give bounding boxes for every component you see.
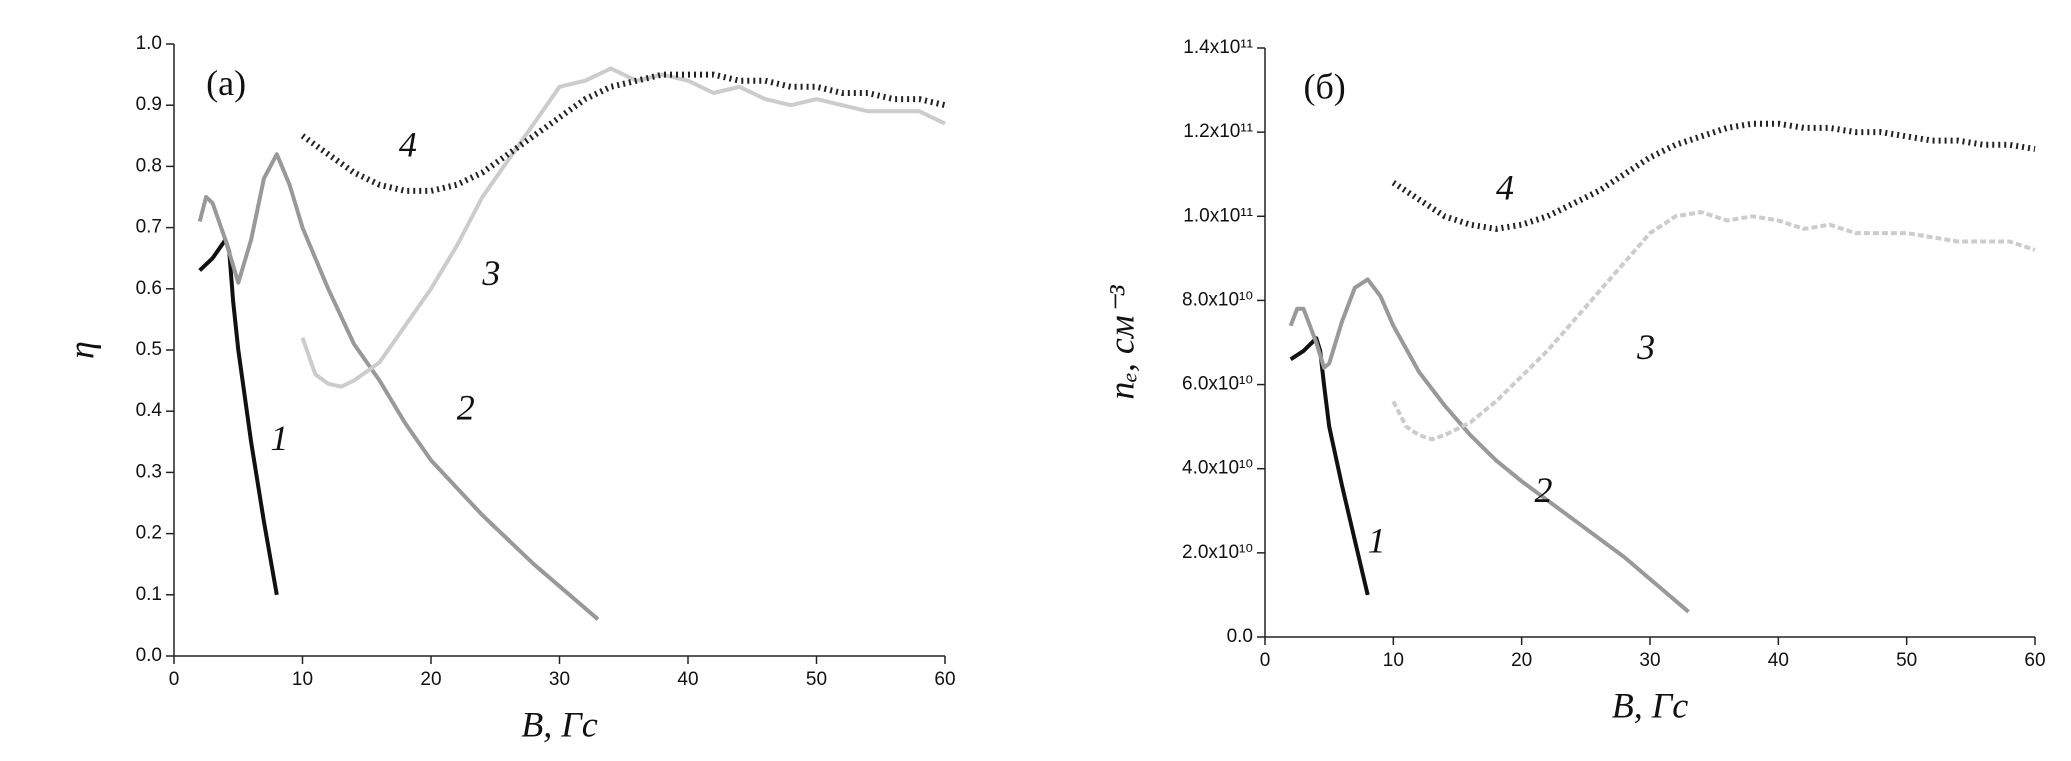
series-line	[1391, 120, 2036, 232]
y-tick-label: 2.0x10¹⁰	[1182, 542, 1253, 563]
y-tick-label: 0.2	[136, 523, 162, 544]
y-tick-label: 0.5	[136, 339, 162, 360]
series-line	[1288, 277, 1690, 614]
y-tick-label: 0.0	[1227, 626, 1253, 647]
curve-label: 1	[270, 418, 288, 458]
y-tick-label: 1.2x10¹¹	[1183, 121, 1253, 142]
x-tick-label: 0	[1260, 650, 1271, 671]
y-tick-label: 0.0	[136, 645, 162, 666]
x-tick-label: 60	[934, 669, 955, 690]
series-line	[197, 152, 600, 621]
y-tick-label: 0.3	[136, 461, 162, 482]
x-tick-label: 10	[292, 669, 313, 690]
x-tick-label: 20	[420, 669, 441, 690]
series-line	[300, 71, 946, 194]
y-tick-label: 6.0x10¹⁰	[1182, 374, 1253, 395]
x-axis-label: B, Гс	[1612, 685, 1688, 725]
x-tick-label: 40	[677, 669, 698, 690]
y-tick-label: 0.1	[136, 584, 162, 605]
x-tick-label: 30	[549, 669, 570, 690]
curve-label: 2	[457, 387, 475, 427]
curve-label: 2	[1535, 470, 1553, 510]
panel-label: (б)	[1304, 66, 1346, 106]
y-axis-label: η	[61, 341, 101, 359]
y-tick-label: 8.0x10¹⁰	[1182, 289, 1253, 310]
y-tick-label: 4.0x10¹⁰	[1182, 458, 1253, 479]
curve-label: 4	[399, 124, 417, 164]
curve-label: 3	[1636, 327, 1655, 367]
series-line	[1289, 336, 1370, 596]
curve-label: 3	[481, 253, 500, 293]
y-tick-label: 0.7	[136, 217, 162, 238]
curve-label: 1	[1368, 521, 1386, 561]
series-line	[1391, 210, 2036, 442]
x-tick-label: 60	[2024, 650, 2045, 671]
x-axis-label: B, Гс	[521, 704, 597, 744]
curve-label: 4	[1496, 167, 1514, 207]
y-axis-label: nₑ, см⁻³	[1101, 284, 1141, 399]
x-tick-label: 40	[1768, 650, 1789, 671]
y-tick-label: 0.6	[136, 278, 162, 299]
y-tick-label: 0.9	[136, 94, 162, 115]
series-line	[198, 237, 279, 596]
y-tick-label: 1.0	[136, 33, 162, 54]
series-line	[300, 66, 946, 389]
y-tick-label: 1.0x10¹¹	[1183, 205, 1253, 226]
x-tick-label: 50	[1896, 650, 1917, 671]
y-tick-label: 0.4	[136, 400, 163, 421]
x-tick-label: 20	[1511, 650, 1532, 671]
x-tick-label: 10	[1383, 650, 1404, 671]
x-tick-label: 0	[169, 669, 180, 690]
y-tick-label: 1.4x10¹¹	[1183, 37, 1253, 58]
x-tick-label: 30	[1639, 650, 1660, 671]
panel-label: (a)	[206, 63, 246, 103]
y-tick-label: 0.8	[136, 155, 162, 176]
x-tick-label: 50	[806, 669, 827, 690]
